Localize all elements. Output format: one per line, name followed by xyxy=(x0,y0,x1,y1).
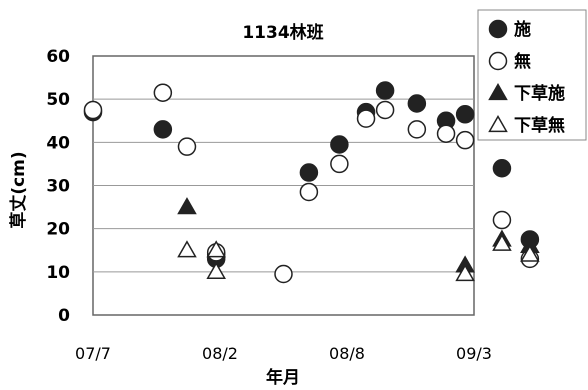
y-tick-label: 0 xyxy=(58,306,70,326)
x-tick-label: 07/7 xyxy=(75,344,111,363)
point-series-3 xyxy=(177,197,197,215)
point-series-4 xyxy=(206,261,226,279)
point-series-4 xyxy=(520,244,540,262)
point-series-2 xyxy=(375,100,395,120)
point-series-1 xyxy=(153,120,173,139)
point-series-2 xyxy=(436,124,456,143)
point-series-4 xyxy=(492,233,512,251)
legend-marker-1 xyxy=(488,19,508,39)
legend-label: 施 xyxy=(514,19,531,40)
point-series-1 xyxy=(330,135,349,154)
point-series-1 xyxy=(375,81,395,100)
y-tick-label: 40 xyxy=(46,133,70,153)
point-series-2 xyxy=(330,154,349,174)
x-tick-label: 08/2 xyxy=(202,344,238,363)
x-tick-label: 08/8 xyxy=(329,344,365,363)
y-axis-label: 草丈(cm) xyxy=(9,151,29,228)
point-series-2 xyxy=(455,130,475,150)
y-tick-label: 20 xyxy=(46,220,70,240)
point-series-2 xyxy=(83,100,103,120)
point-series-2 xyxy=(177,137,197,156)
legend-marker-2 xyxy=(488,51,508,71)
point-series-2 xyxy=(299,182,319,202)
point-series-2 xyxy=(492,210,512,230)
point-series-1 xyxy=(455,105,475,124)
x-tick-label: 09/3 xyxy=(456,344,492,363)
x-axis-label: 年月 xyxy=(266,367,300,388)
point-series-2 xyxy=(274,264,293,284)
point-series-2 xyxy=(153,83,173,102)
data-points xyxy=(83,81,540,284)
legend-label: 無 xyxy=(514,51,531,72)
legend-marker-4 xyxy=(488,114,508,133)
x-axis-ticks: 07/7 08/2 08/8 09/3 xyxy=(75,344,492,363)
legend-marker-3 xyxy=(488,82,508,101)
point-series-1 xyxy=(492,158,512,178)
legend-label: 下草施 xyxy=(514,83,565,104)
point-series-2 xyxy=(356,109,376,128)
point-series-1 xyxy=(299,163,319,182)
point-series-2 xyxy=(407,120,427,139)
point-series-4 xyxy=(455,263,475,282)
point-series-1 xyxy=(407,94,427,113)
point-series-4 xyxy=(206,240,226,258)
point-series-4 xyxy=(177,240,197,258)
y-tick-label: 10 xyxy=(46,263,70,283)
y-tick-label: 60 xyxy=(46,47,70,67)
y-tick-label: 30 xyxy=(46,177,70,197)
legend-label: 下草無 xyxy=(514,115,565,136)
y-tick-label: 50 xyxy=(46,90,70,110)
chart-title: 1134林班 xyxy=(242,22,323,43)
y-axis-ticks: 0 10 20 30 40 50 60 xyxy=(46,47,70,326)
